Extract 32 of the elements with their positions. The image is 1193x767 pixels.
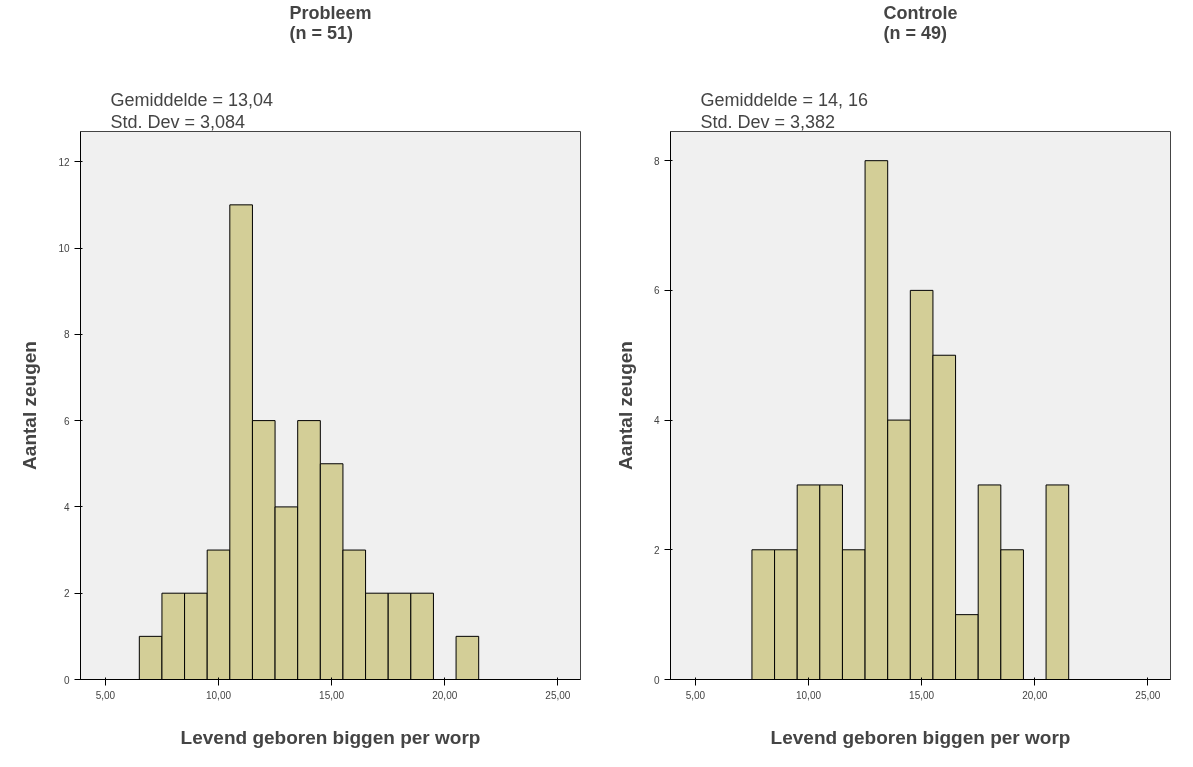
text: Std. Dev = 3,382 (700, 111, 836, 132)
x-tick-label: 5,00 (685, 689, 706, 701)
text: Std. Dev = 3,084 (110, 111, 246, 132)
y-tick-label: 0 (63, 674, 70, 686)
y-tick-label: 8 (653, 155, 660, 167)
y-tick-label: 12 (58, 156, 70, 168)
x-tick-label: 10,00 (796, 689, 822, 701)
y-tick-label: 6 (63, 415, 70, 427)
y-tick-label: 10 (58, 243, 70, 254)
x-tick-label: 25,00 (545, 689, 571, 701)
y-tick-label: 6 (653, 285, 660, 297)
chart-title: Controle (n = 49) (883, 2, 958, 43)
x-axis-title: Levend geboren biggen per worp (770, 726, 1071, 748)
x-axis-title: Levend geboren biggen per worp (180, 726, 481, 748)
y-tick-label: 0 (653, 674, 660, 686)
y-tick-label: 4 (63, 501, 70, 513)
x-tick-label: 15,00 (909, 689, 935, 701)
x-tick-label: 5,00 (95, 689, 116, 701)
x-tick-label: 20,00 (432, 689, 458, 701)
y-axis-title: Aantal zeugen (19, 341, 41, 470)
x-tick-label: 25,00 (1135, 689, 1161, 701)
y-tick-label: 2 (63, 588, 70, 600)
y-tick-label: 2 (653, 544, 660, 556)
y-axis-title: Aantal zeugen (614, 341, 636, 470)
x-tick-label: 15,00 (319, 689, 345, 701)
x-tick-label: 20,00 (1022, 689, 1048, 701)
y-tick-label: 8 (63, 329, 70, 341)
chart-title: Probleem (n = 51) (289, 2, 372, 43)
text: Gemiddelde = 13,04 (110, 89, 274, 110)
text: Gemiddelde = 14, 16 (700, 89, 869, 110)
x-tick-label: 10,00 (206, 689, 232, 701)
y-tick-label: 4 (653, 415, 660, 427)
